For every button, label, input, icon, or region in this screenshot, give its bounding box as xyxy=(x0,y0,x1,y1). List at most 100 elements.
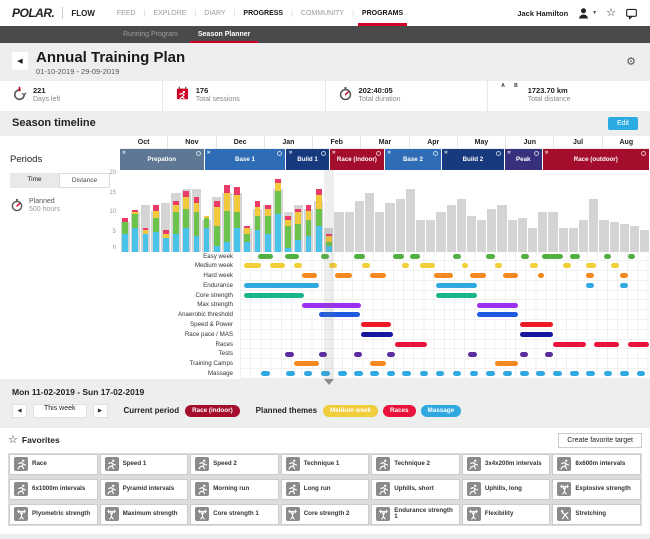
favorite-item[interactable]: Morning run xyxy=(190,478,279,500)
nav-item-community[interactable]: COMMUNITY xyxy=(300,9,345,17)
gantt-pill-easy-week[interactable] xyxy=(257,253,274,259)
tab-distance[interactable]: Distance xyxy=(59,172,110,188)
gantt-pill-hard-week[interactable] xyxy=(301,273,318,279)
gantt-pill-massage[interactable] xyxy=(321,371,330,377)
gantt-pill-anaerobic-threshold[interactable] xyxy=(318,312,360,318)
gantt-pill-medium-week[interactable] xyxy=(530,263,538,269)
period-bar-race-outdoor-[interactable]: ✕ Race (outdoor) xyxy=(542,148,649,170)
close-icon[interactable]: ✕ xyxy=(206,149,211,156)
gantt-pill-races[interactable] xyxy=(594,341,620,347)
drag-handle-icon[interactable] xyxy=(533,150,539,156)
drag-handle-icon[interactable] xyxy=(432,150,438,156)
gantt-pill-medium-week[interactable] xyxy=(611,263,620,269)
gantt-pill-hard-week[interactable] xyxy=(620,273,629,279)
close-icon[interactable]: ✕ xyxy=(544,149,549,156)
period-bar-peak[interactable]: ✕ Peak xyxy=(504,148,542,170)
nav-item-explore[interactable]: EXPLORE xyxy=(153,9,187,17)
favorite-item[interactable]: Pyramid intervals xyxy=(99,478,189,500)
period-bar-build-2[interactable]: ✕ Build 2 xyxy=(441,148,504,170)
gantt-pill-hard-week[interactable] xyxy=(469,273,486,279)
favorite-item[interactable]: Uphills, long xyxy=(461,478,551,500)
gantt-pill-race-pace-mas[interactable] xyxy=(520,332,554,338)
gantt-pill-massage[interactable] xyxy=(486,371,495,377)
gantt-pill-race-pace-mas[interactable] xyxy=(361,332,394,338)
period-bar-prepation[interactable]: ✕ Prepation xyxy=(120,148,204,170)
gantt-pill-endurance[interactable] xyxy=(620,283,629,289)
gantt-pill-medium-week[interactable] xyxy=(243,263,261,269)
close-icon[interactable]: ✕ xyxy=(122,149,127,156)
gantt-pill-easy-week[interactable] xyxy=(603,253,612,259)
gantt-pill-hard-week[interactable] xyxy=(369,273,386,279)
close-icon[interactable]: ✕ xyxy=(443,149,449,156)
gantt-pill-massage[interactable] xyxy=(354,371,363,377)
gantt-pill-easy-week[interactable] xyxy=(410,253,420,259)
favorite-item[interactable]: Race xyxy=(9,453,98,475)
next-week-button[interactable]: ▶ xyxy=(92,403,108,418)
nav-item-feed[interactable]: FEED xyxy=(116,9,136,17)
gantt-pill-massage[interactable] xyxy=(586,371,596,377)
gantt-pill-hard-week[interactable] xyxy=(586,273,595,279)
favorite-item[interactable]: Stretching xyxy=(552,503,641,525)
nav-item-programs[interactable]: PROGRAMS xyxy=(354,0,411,26)
gantt-pill-easy-week[interactable] xyxy=(284,253,299,259)
gantt-pill-massage[interactable] xyxy=(386,371,396,377)
user-name[interactable]: Jack Hamilton xyxy=(517,8,569,18)
gantt-pill-medium-week[interactable] xyxy=(362,263,370,269)
drag-handle-icon[interactable] xyxy=(495,150,501,156)
drag-handle-icon[interactable] xyxy=(277,150,283,156)
gantt-pill-hard-week[interactable] xyxy=(335,273,353,279)
gantt-pill-massage[interactable] xyxy=(338,371,347,377)
favorite-item[interactable]: Technique 2 xyxy=(371,453,460,475)
gantt-pill-hard-week[interactable] xyxy=(433,273,453,279)
gantt-pill-tests[interactable] xyxy=(284,351,295,357)
gantt-pill-massage[interactable] xyxy=(452,371,462,377)
gantt-pill-speed-power[interactable] xyxy=(520,322,554,328)
polar-logo[interactable]: POLAR. xyxy=(12,6,55,20)
notifications-icon[interactable] xyxy=(625,7,638,20)
favorite-item[interactable]: Technique 1 xyxy=(280,453,370,475)
gantt-pill-tests[interactable] xyxy=(386,351,395,357)
back-button[interactable]: ◀ xyxy=(12,52,28,70)
gantt-pill-speed-power[interactable] xyxy=(361,322,391,328)
gantt-pill-easy-week[interactable] xyxy=(321,253,329,259)
gantt-pill-tests[interactable] xyxy=(545,351,554,357)
gantt-pill-races[interactable] xyxy=(394,341,428,347)
drag-handle-icon[interactable] xyxy=(195,150,201,156)
gantt-pill-medium-week[interactable] xyxy=(402,263,409,269)
gantt-pill-medium-week[interactable] xyxy=(563,263,572,269)
gantt-pill-endurance[interactable] xyxy=(586,283,595,289)
favorite-item[interactable]: Uphills, short xyxy=(371,478,460,500)
favorite-item[interactable]: Core strength 1 xyxy=(190,503,279,525)
gantt-pill-tests[interactable] xyxy=(354,351,363,357)
favorite-item[interactable]: Maximum strength xyxy=(99,503,189,525)
gantt-pill-massage[interactable] xyxy=(303,371,313,377)
gantt-pill-medium-week[interactable] xyxy=(462,263,469,269)
gantt-pill-massage[interactable] xyxy=(286,371,295,377)
favorite-item[interactable]: 3x4x200m intervals xyxy=(461,453,551,475)
gantt-pill-races[interactable] xyxy=(628,341,649,347)
gantt-pill-endurance[interactable] xyxy=(435,283,478,289)
favorite-item[interactable]: Speed 1 xyxy=(99,453,189,475)
close-icon[interactable]: ✕ xyxy=(288,149,293,156)
favorite-item[interactable]: 6x1000m intervals xyxy=(9,478,98,500)
tab-time[interactable]: Time xyxy=(10,172,59,188)
edit-button[interactable]: Edit xyxy=(607,116,638,130)
gantt-pill-easy-week[interactable] xyxy=(393,253,404,259)
gantt-pill-massage[interactable] xyxy=(469,371,479,377)
gantt-pill-massage[interactable] xyxy=(402,371,411,377)
favorite-item[interactable]: Explosive strength xyxy=(552,478,641,500)
gear-icon[interactable]: ⚙ xyxy=(626,56,636,68)
favorite-item[interactable]: Speed 2 xyxy=(190,453,279,475)
gantt-pill-easy-week[interactable] xyxy=(520,253,529,259)
favorite-item[interactable]: Long run xyxy=(280,478,370,500)
gantt-pill-endurance[interactable] xyxy=(243,283,319,289)
gantt-pill-training-camps[interactable] xyxy=(369,361,386,367)
favorites-star-icon[interactable]: ☆ xyxy=(606,6,616,19)
gantt-pill-tests[interactable] xyxy=(468,351,478,357)
period-bar-build-1[interactable]: ✕ Build 1 xyxy=(286,148,329,170)
period-bar-race-indoor-[interactable]: ✕ Race (indoor) xyxy=(329,148,384,170)
user-icon[interactable]: ▼ xyxy=(577,7,597,20)
close-icon[interactable]: ✕ xyxy=(331,149,336,156)
favorite-item[interactable]: Flexibility xyxy=(461,503,551,525)
gantt-pill-massage[interactable] xyxy=(419,371,429,377)
